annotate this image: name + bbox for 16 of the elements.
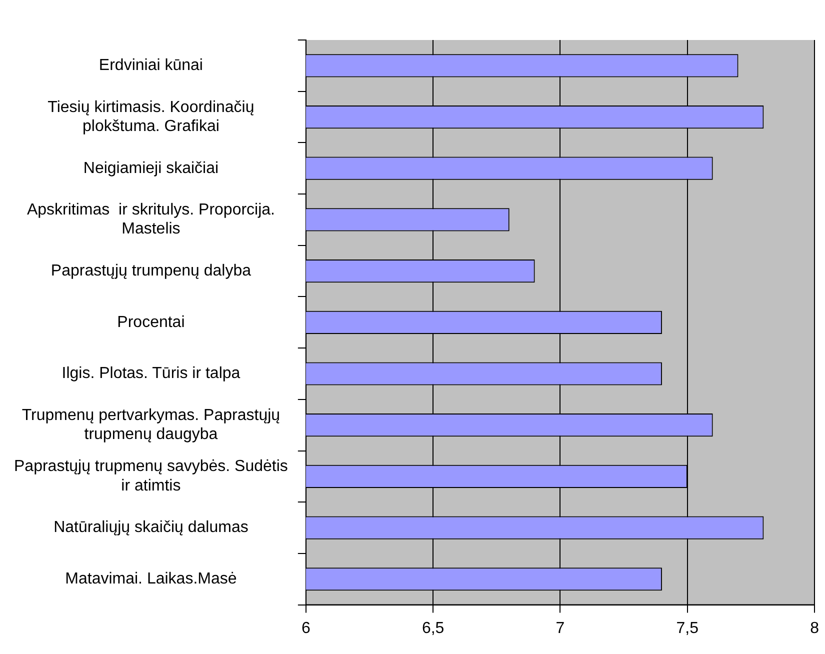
y-tick-label: Erdviniai kūnai bbox=[98, 57, 203, 74]
y-tick-label: Paprastųjų trumpenų dalyba bbox=[50, 262, 252, 280]
y-tick-label: Apskritimas ir skritulys. Proporcija. Mastelis bbox=[26, 202, 275, 238]
y-tick-label: Matavimai. Laikas.Masė bbox=[65, 570, 237, 588]
y-tick-label: Natūraliųjų skaičių dalumas bbox=[54, 519, 248, 536]
x-tick-label: 8 bbox=[810, 620, 820, 637]
x-tick-label: 6 bbox=[301, 620, 310, 637]
y-tick-label: Procentai bbox=[117, 314, 185, 331]
y-tick-label: Ilgis. Plotas. Tūris ir talpa bbox=[62, 365, 240, 382]
x-tick-label: 6,5 bbox=[422, 620, 444, 637]
y-tick-label: Paprastųjų trupmenų savybės. Sudėtis ir atimtis bbox=[14, 458, 288, 494]
y-tick-label: Trupmenų pertvarkymas. Paprastųjų trupmenų daugyba bbox=[22, 406, 280, 444]
x-tick-label: 7,5 bbox=[676, 620, 699, 637]
y-tick-label: Tiesių kirtimasis. Koordinačių plokštuma. Grafikai bbox=[48, 98, 254, 136]
x-tick-label: 7 bbox=[556, 620, 565, 637]
y-tick-label: Neigiamieji skaičiai bbox=[83, 160, 219, 177]
